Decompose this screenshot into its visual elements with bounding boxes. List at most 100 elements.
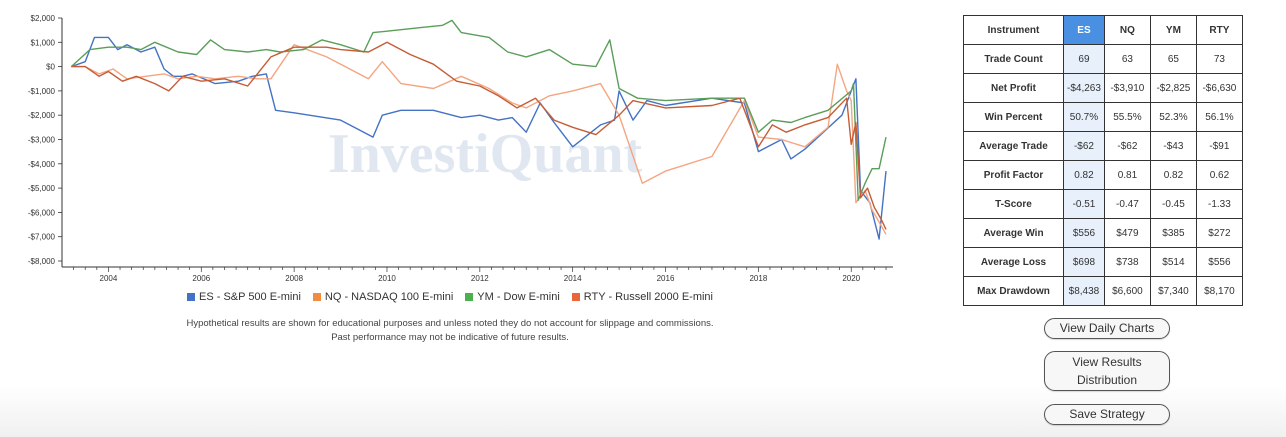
x-tick-label: 2014 xyxy=(564,274,582,283)
row-label: Average Win xyxy=(963,218,1064,248)
x-tick-label: 2016 xyxy=(657,274,675,283)
cell-nq: -$3,910 xyxy=(1103,73,1151,103)
cell-ym: -0.45 xyxy=(1149,189,1197,219)
save-strategy-label: Save Strategy xyxy=(1069,407,1145,421)
cell-rty: $272 xyxy=(1195,218,1243,248)
row-label: Max Drawdown xyxy=(963,276,1064,306)
cell-ym: -$2,825 xyxy=(1149,73,1197,103)
row-label: Trade Count xyxy=(963,44,1064,74)
cell-nq: -0.47 xyxy=(1103,189,1151,219)
table-row: Win Percent 50.7% 55.5% 52.3% 56.1% xyxy=(963,102,1243,132)
view-results-distribution-label-line1: View Results xyxy=(1072,355,1142,369)
cell-nq: $479 xyxy=(1103,218,1151,248)
equity-curve-chart: InvestiQuant $2,000$1,000$0-$1,000-$2,00… xyxy=(28,14,893,283)
table-row: Average Loss $698 $738 $514 $556 xyxy=(963,247,1243,277)
cell-nq: $738 xyxy=(1103,247,1151,277)
y-tick-label: -$4,000 xyxy=(28,160,56,169)
x-tick-label: 2010 xyxy=(378,274,396,283)
x-tick-label: 2006 xyxy=(192,274,210,283)
x-tick-label: 2004 xyxy=(100,274,118,283)
row-label: Net Profit xyxy=(963,73,1064,103)
x-tick-label: 2018 xyxy=(749,274,767,283)
series-line-nq xyxy=(71,44,887,235)
chart-axes: $2,000 $1,000 $0 -$1,000 -$2,000 -$3,000 -$4,0… xyxy=(28,14,893,283)
instrument-stats-table: Instrument ES NQ YM RTY Trade Count 69 63 6… xyxy=(963,15,1243,306)
legend-label-ym: YM - Dow E-mini xyxy=(477,291,560,303)
cell-es: -$4,263 xyxy=(1063,73,1105,103)
y-tick-label: $2,000 xyxy=(31,14,56,23)
cell-ym: $514 xyxy=(1149,247,1197,277)
legend-label-es: ES - S&P 500 E-mini xyxy=(199,291,301,303)
table-row: T-Score -0.51 -0.47 -0.45 -1.33 xyxy=(963,189,1243,219)
y-tick-label: -$1,000 xyxy=(28,87,56,96)
view-results-distribution-button[interactable]: View Results Distribution xyxy=(1044,351,1170,391)
stats-table-body: Trade Count 69 63 65 73 Net Profit -$4,263 -$3,… xyxy=(963,44,1243,306)
x-tick-label: 2020 xyxy=(842,274,860,283)
cell-es: 0.82 xyxy=(1063,160,1105,190)
row-label: T-Score xyxy=(963,189,1064,219)
legend-swatch-rty xyxy=(571,293,580,301)
legend-item-rty[interactable]: RTY - Russell 2000 E-mini xyxy=(571,291,713,303)
cell-rty: $8,170 xyxy=(1195,276,1243,306)
table-row: Trade Count 69 63 65 73 xyxy=(963,44,1243,74)
cell-rty: 73 xyxy=(1195,44,1243,74)
row-label: Average Trade xyxy=(963,131,1064,161)
cell-rty: 56.1% xyxy=(1195,102,1243,132)
cell-rty: -$6,630 xyxy=(1195,73,1243,103)
row-label: Profit Factor xyxy=(963,160,1064,190)
x-tick-label: 2008 xyxy=(285,274,303,283)
cell-ym: $7,340 xyxy=(1149,276,1197,306)
disclaimer-line-1: Hypothetical results are shown for educa… xyxy=(186,318,714,329)
series-line-ym xyxy=(70,19,887,202)
table-header-row: Instrument ES NQ YM RTY xyxy=(963,15,1243,45)
table-row: Net Profit -$4,263 -$3,910 -$2,825 -$6,630 xyxy=(963,73,1243,103)
table-row: Average Trade -$62 -$62 -$43 -$91 xyxy=(963,131,1243,161)
cell-es: $698 xyxy=(1063,247,1105,277)
cell-nq: 63 xyxy=(1103,44,1151,74)
legend-item-nq[interactable]: NQ - NASDAQ 100 E-mini xyxy=(312,291,453,303)
y-tick-label: $1,000 xyxy=(31,38,56,47)
header-nq[interactable]: NQ xyxy=(1103,15,1151,45)
view-daily-charts-button[interactable]: View Daily Charts xyxy=(1044,318,1170,339)
legend-item-es[interactable]: ES - S&P 500 E-mini xyxy=(187,291,301,303)
cell-rty: -$91 xyxy=(1195,131,1243,161)
table-row: Max Drawdown $8,438 $6,600 $7,340 $8,170 xyxy=(963,276,1243,306)
legend-swatch-ym xyxy=(465,293,474,301)
legend-item-ym[interactable]: YM - Dow E-mini xyxy=(465,291,560,303)
view-daily-charts-label: View Daily Charts xyxy=(1059,321,1155,335)
cell-ym: -$43 xyxy=(1149,131,1197,161)
x-tick-label: 2012 xyxy=(471,274,489,283)
cell-ym: 65 xyxy=(1149,44,1197,74)
cell-nq: $6,600 xyxy=(1103,276,1151,306)
cell-es: $8,438 xyxy=(1063,276,1105,306)
header-ym[interactable]: YM xyxy=(1149,15,1197,45)
cell-ym: $385 xyxy=(1149,218,1197,248)
y-tick-label: -$5,000 xyxy=(28,184,56,193)
row-label: Average Loss xyxy=(963,247,1064,277)
chart-series xyxy=(70,19,887,240)
series-line-rty xyxy=(71,41,887,230)
table-row: Average Win $556 $479 $385 $272 xyxy=(963,218,1243,248)
legend-swatch-nq xyxy=(312,293,321,301)
legend-label-rty: RTY - Russell 2000 E-mini xyxy=(583,291,713,303)
y-tick-label: -$6,000 xyxy=(28,208,56,217)
cell-rty: 0.62 xyxy=(1195,160,1243,190)
chart-legend: ES - S&P 500 E-mini NQ - NASDAQ 100 E-mi… xyxy=(0,291,900,303)
view-results-distribution-label-line2: Distribution xyxy=(1076,373,1138,387)
cell-ym: 52.3% xyxy=(1149,102,1197,132)
cell-rty: -1.33 xyxy=(1195,189,1243,219)
save-strategy-button[interactable]: Save Strategy xyxy=(1044,404,1170,425)
cell-es: 69 xyxy=(1063,44,1105,74)
series-line-es xyxy=(71,36,887,240)
cell-rty: $556 xyxy=(1195,247,1243,277)
disclaimer-line-2: Past performance may not be indicative o… xyxy=(331,332,569,343)
y-tick-label: -$7,000 xyxy=(28,233,56,242)
disclaimer: Hypothetical results are shown for educa… xyxy=(0,317,900,345)
header-es[interactable]: ES xyxy=(1063,15,1105,45)
table-row: Profit Factor 0.82 0.81 0.82 0.62 xyxy=(963,160,1243,190)
cell-es: $556 xyxy=(1063,218,1105,248)
cell-es: -$62 xyxy=(1063,131,1105,161)
cell-ym: 0.82 xyxy=(1149,160,1197,190)
header-rty[interactable]: RTY xyxy=(1195,15,1243,45)
